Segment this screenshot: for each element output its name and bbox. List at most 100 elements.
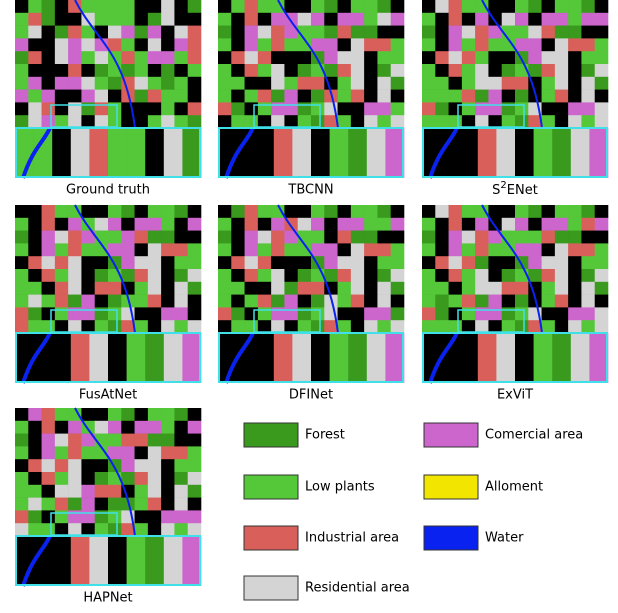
map-cell (55, 38, 69, 51)
map-cell (68, 51, 82, 64)
map-cell (422, 102, 436, 115)
map-cell (15, 38, 29, 51)
map-cell (81, 295, 95, 308)
map-cell (542, 307, 556, 320)
map-cell (351, 218, 365, 231)
map-cell (148, 13, 162, 26)
map-cell (135, 115, 149, 128)
map-cell (422, 51, 436, 64)
map-cell (174, 408, 188, 421)
map-cell (449, 243, 463, 256)
map-cell (475, 64, 489, 77)
map-cell (108, 434, 122, 447)
map-cell (161, 446, 175, 459)
map-cell (148, 102, 162, 115)
map-cell (351, 51, 365, 64)
map-cell (121, 205, 135, 218)
map-cell (311, 26, 325, 39)
map-cell (218, 102, 232, 115)
map-cell (188, 446, 202, 459)
map-cell (595, 0, 609, 13)
map-cell (568, 256, 582, 269)
map-cell (515, 205, 529, 218)
map-cell (28, 77, 42, 90)
map-cell (449, 13, 463, 26)
map-cell (42, 218, 56, 231)
map-cell (324, 218, 338, 231)
map-cell (55, 269, 69, 282)
map-cell (475, 13, 489, 26)
map-cell (42, 459, 56, 472)
map-cell (108, 282, 122, 295)
map-cell (258, 77, 272, 90)
map-cell (515, 38, 529, 51)
map-cell (581, 13, 595, 26)
map-cell (338, 64, 352, 77)
map-cell (28, 0, 42, 13)
map-cell (502, 13, 516, 26)
map-cell (528, 231, 542, 244)
map-cell (449, 282, 463, 295)
map-cell (377, 256, 391, 269)
map-cell (542, 77, 556, 90)
map-cell (351, 282, 365, 295)
map-cell (555, 115, 569, 128)
map-cell (161, 115, 175, 128)
map-cell (55, 485, 69, 498)
map-cell (515, 282, 529, 295)
map-cell (391, 243, 405, 256)
map-cell (15, 510, 29, 523)
map-cell (338, 38, 352, 51)
map-cell (188, 26, 202, 39)
map-cell (161, 231, 175, 244)
map-cell (28, 269, 42, 282)
map-cell (568, 205, 582, 218)
map-cell (351, 102, 365, 115)
map-cell (542, 256, 556, 269)
map-cell (218, 13, 232, 26)
map-cell (15, 434, 29, 447)
map-cell (245, 26, 259, 39)
map-cell (188, 13, 202, 26)
map-cell (391, 256, 405, 269)
classification-map (218, 0, 404, 178)
map-cell (449, 218, 463, 231)
map-cell (542, 320, 556, 333)
legend-label: Low plants (305, 480, 375, 495)
map-cell (528, 51, 542, 64)
map-cell (435, 205, 449, 218)
map-cell (488, 295, 502, 308)
map-cell (121, 38, 135, 51)
map-cell (568, 307, 582, 320)
legend-swatch (244, 423, 298, 447)
map-cell (231, 51, 245, 64)
map-cell (161, 218, 175, 231)
map-cell (258, 38, 272, 51)
map-cell (581, 320, 595, 333)
map-cell (435, 295, 449, 308)
map-cell (462, 218, 476, 231)
map-cell (161, 295, 175, 308)
zoom-cell (441, 333, 460, 383)
map-cell (555, 90, 569, 103)
map-cell (161, 408, 175, 421)
map-cell (581, 0, 595, 13)
zoom-cell (34, 333, 53, 383)
map-cell (364, 77, 378, 90)
legend-swatch (424, 423, 478, 447)
map-cell (42, 0, 56, 13)
map-cell (515, 218, 529, 231)
map-cell (68, 434, 82, 447)
map-cell (338, 77, 352, 90)
map-cell (15, 64, 29, 77)
map-cell (28, 26, 42, 39)
map-cell (542, 51, 556, 64)
map-cell (174, 51, 188, 64)
map-cell (188, 320, 202, 333)
map-cell (28, 231, 42, 244)
map-cell (55, 205, 69, 218)
map-cell (161, 485, 175, 498)
map-cell (435, 102, 449, 115)
zoom-cell (441, 128, 460, 178)
map-cell (351, 38, 365, 51)
